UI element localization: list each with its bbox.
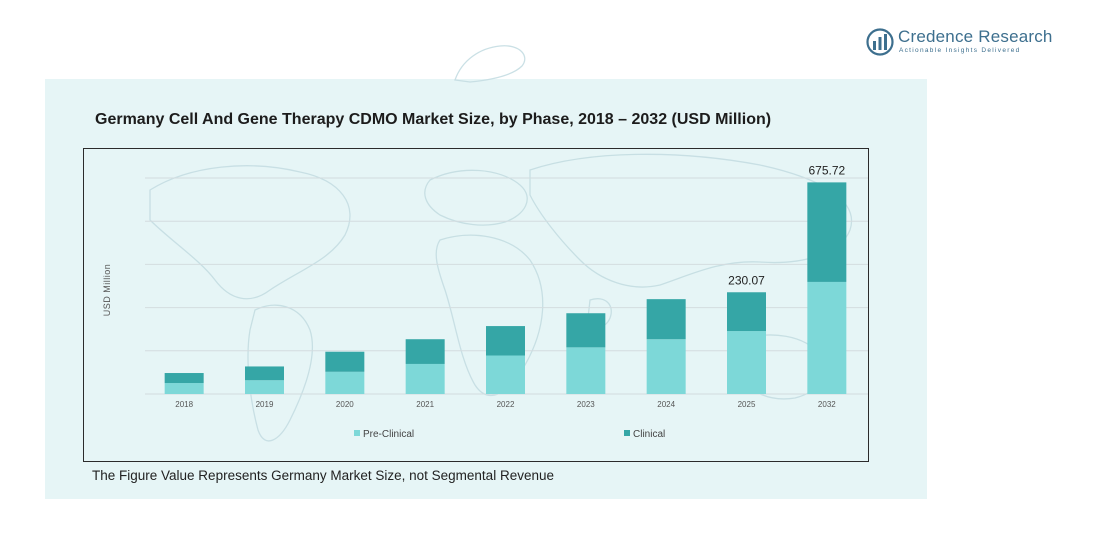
bar-pre-clinical-2032: [807, 281, 847, 394]
x-tick-label: 2024: [657, 400, 675, 409]
bar-clinical-2022: [486, 326, 525, 356]
data-label-2025: 230.07: [728, 273, 765, 287]
x-tick-label: 2018: [175, 400, 193, 409]
bar-clinical-2019: [245, 366, 284, 381]
legend-label-pre-clinical: Pre-Clinical: [363, 429, 415, 440]
x-tick-label: 2032: [818, 400, 836, 409]
legend-swatch-pre-clinical: [354, 430, 360, 436]
bar-pre-clinical-2025: [727, 331, 766, 394]
bar-chart-logo-icon: [866, 28, 894, 56]
bar-pre-clinical-2020: [325, 371, 365, 394]
x-tick-label: 2022: [497, 400, 515, 409]
bar-pre-clinical-2021: [405, 363, 445, 394]
credence-research-logo: Credence Research Actionable Insights De…: [866, 26, 1056, 60]
legend-swatch-clinical: [624, 430, 630, 436]
footnote: The Figure Value Represents Germany Mark…: [92, 468, 554, 483]
brand-tagline: Actionable Insights Delivered: [899, 47, 1021, 54]
bar-clinical-2023: [566, 313, 606, 348]
bar-clinical-2021: [405, 339, 445, 364]
x-tick-label: 2025: [738, 400, 756, 409]
chart-title: Germany Cell And Gene Therapy CDMO Marke…: [95, 111, 772, 128]
x-tick-label: 2019: [256, 400, 274, 409]
legend-pre-clinical: Pre-Clinical: [354, 429, 414, 440]
bar-pre-clinical-2024: [646, 339, 686, 394]
x-tick-label: 2020: [336, 400, 354, 409]
data-label-2032: 675.72: [808, 163, 845, 177]
bar-clinical-2025: [727, 292, 766, 332]
bar-clinical-2018: [164, 373, 204, 384]
chart-panel: [45, 79, 927, 499]
legend-label-clinical: Clinical: [633, 429, 666, 440]
plot-area: [83, 148, 869, 462]
x-tick-label: 2023: [577, 400, 595, 409]
bar-clinical-2032: [807, 182, 847, 282]
bar-clinical-2024: [646, 299, 686, 340]
bar-clinical-2020: [325, 351, 365, 372]
bar-pre-clinical-2022: [486, 355, 525, 394]
x-tick-label: 2021: [416, 400, 434, 409]
bar-pre-clinical-2019: [245, 380, 284, 394]
brand-name: Credence Research: [898, 27, 1053, 46]
legend-clinical: Clinical: [624, 429, 665, 440]
y-axis-label: USD Million: [102, 263, 112, 317]
bar-pre-clinical-2018: [164, 383, 204, 394]
bar-pre-clinical-2023: [566, 347, 606, 394]
